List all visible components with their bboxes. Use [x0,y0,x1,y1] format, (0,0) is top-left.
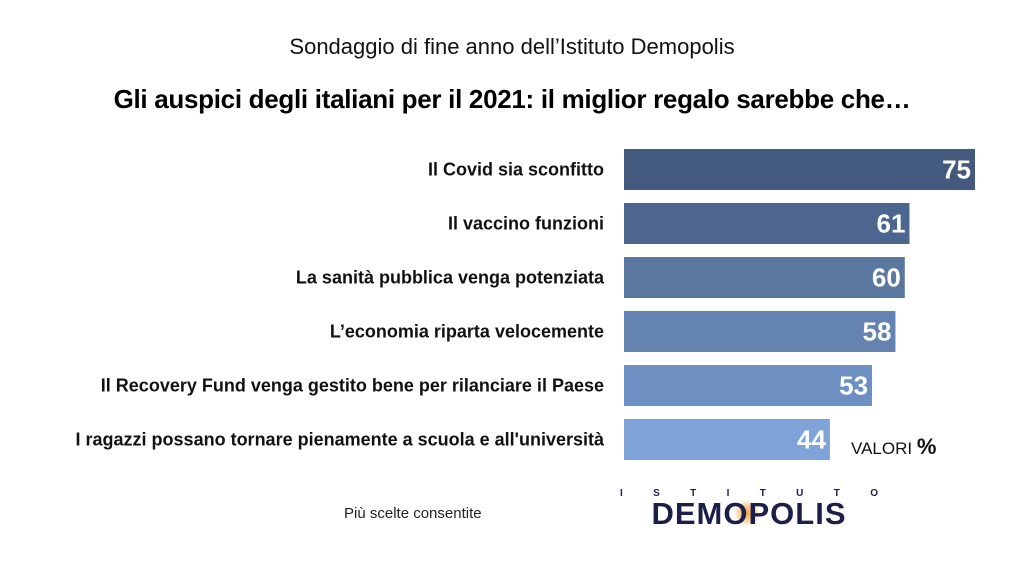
bar [624,203,910,244]
chart-title: Sondaggio di fine anno dell’Istituto Dem… [289,34,735,59]
category-label: I ragazzi possano tornare pienamente a s… [76,430,605,450]
logo-letter: S [653,488,660,499]
value-label: 60 [872,263,901,293]
logo-dot-icon [734,500,760,526]
units-text: VALORI [851,439,913,458]
category-label: Il Recovery Fund venga gestito bene per … [101,376,604,396]
units-symbol: % [916,434,937,459]
category-label: La sanità pubblica venga potenziata [296,268,605,288]
bar [624,257,905,298]
logo-letter: I [620,488,623,499]
bar [624,365,873,406]
value-label: 53 [839,371,868,401]
value-label: 61 [877,209,906,239]
bar [624,311,896,352]
logo-letter: T [833,488,840,499]
category-label: Il vaccino funzioni [448,214,604,234]
logo-letter: T [759,488,766,499]
value-label: 44 [797,425,826,455]
logo-letter: T [690,488,697,499]
value-label: 58 [863,317,892,347]
bar [624,149,975,190]
demopolis-logo: I S T I T U T O DEMOPOLIS [620,488,878,531]
bar [624,419,830,460]
logo-name: DEMOPOLIS [651,496,847,531]
logo-letter: O [870,488,878,499]
category-label: Il Covid sia sconfitto [428,160,604,180]
logo-letter: I [726,488,730,499]
units-label: VALORI % [851,434,936,460]
footnote: Più scelte consentite [344,505,482,522]
value-label: 75 [942,155,971,185]
logo-letter: U [796,488,804,499]
chart-subtitle: Gli auspici degli italiani per il 2021: … [113,84,911,114]
category-label: L’economia riparta velocemente [330,322,604,342]
